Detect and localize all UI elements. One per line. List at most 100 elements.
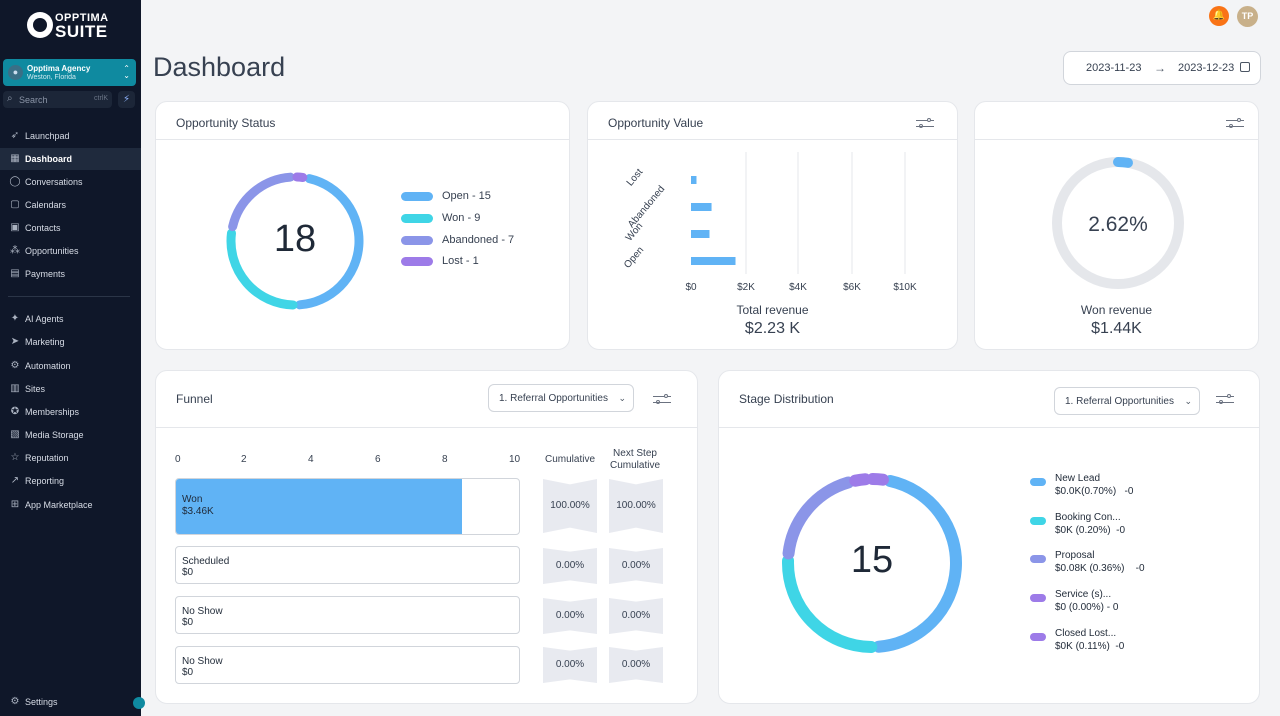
sidebar-item-settings[interactable]: ⚙ Settings [0,691,141,713]
filter-icon[interactable] [1226,118,1244,128]
sidebar-item-memberships[interactable]: ✪ Memberships [0,401,141,423]
apps-icon: ⊞ [10,499,20,510]
funnel-tick: 8 [442,454,448,465]
sidebar-item-conversations[interactable]: ◯ Conversations [0,171,141,193]
notification-bell-icon[interactable]: 🔔 [1209,6,1229,26]
donut-slice-closed-lost[interactable] [866,473,889,486]
sidebar-item-label: Conversations [25,177,83,187]
x-tick-label: $10K [893,282,917,293]
sidebar-item-calendars[interactable]: ▢ Calendars [0,194,141,216]
stage-distribution-donut: 15 [782,473,962,653]
chat-icon: ◯ [9,176,21,187]
donut-total: 15 [851,539,893,581]
sidebar-item-media-storage[interactable]: ▧ Media Storage [0,424,141,446]
legend-swatch [1030,594,1046,602]
sidebar: OPPTIMA SUITE ● Opptima Agency Weston, F… [0,0,141,716]
sidebar-item-ai-agents[interactable]: ✦ AI Agents [0,308,141,330]
next-step-pct: 0.00% [609,647,663,683]
sidebar-item-dashboard[interactable]: ▦ Dashboard [0,148,141,170]
sidebar-item-reputation[interactable]: ☆ Reputation [0,447,141,469]
donut-slice-new-lead[interactable] [872,474,962,653]
bar-won[interactable] [691,230,710,238]
funnel-stage-no-show[interactable]: No Show $0 [175,596,520,634]
search-input[interactable] [19,92,89,107]
chevron-down-icon: ⌄ [618,393,626,403]
funnel-stage-no-show-2[interactable]: No Show $0 [175,646,520,684]
stage-item-detail: $0.0K(0.70%) -0 [1055,486,1134,497]
donut-slice-service-s[interactable] [849,473,872,487]
chevron-down-icon: ⌄ [1184,396,1192,406]
stage-item-name: New Lead [1055,473,1101,484]
sidebar-item-contacts[interactable]: ▣ Contacts [0,217,141,239]
sidebar-item-label: Reporting [25,476,65,486]
card-header: Stage Distribution 1. Referral Opportuni… [719,371,1259,428]
sidebar-item-app-marketplace[interactable]: ⊞ App Marketplace [0,494,141,516]
account-switcher[interactable]: ● Opptima Agency Weston, Florida ⌃ ⌄ [3,59,136,86]
sidebar-item-automation[interactable]: ⚙ Automation [0,355,141,377]
stage-item-booking[interactable]: Booking Con... $0K (0.20%) -0 [1030,512,1230,542]
legend-label: Lost - 1 [442,255,479,267]
sidebar-item-payments[interactable]: ▤ Payments [0,263,141,285]
brand-logo[interactable]: OPPTIMA SUITE [27,10,117,40]
select-value: 1. Referral Opportunities [499,393,608,404]
funnel-pipeline-select[interactable]: 1. Referral Opportunities ⌄ [488,384,634,412]
calendar-icon [1240,62,1250,72]
sidebar-item-marketing[interactable]: ➤ Marketing [0,331,141,353]
sparkle-icon: ✦ [10,313,20,324]
sidebar-item-opportunities[interactable]: ⁂ Opportunities [0,240,141,262]
stage-value: $0 [182,567,194,578]
donut-slice-abandoned[interactable] [228,172,295,232]
brand-line2: SUITE [55,22,108,41]
stage-item-name: Proposal [1055,550,1095,561]
stage-pipeline-select[interactable]: 1. Referral Opportunities ⌄ [1054,387,1200,415]
payments-icon: ▤ [10,268,20,279]
bar-open[interactable] [691,257,736,265]
card-header: Opportunity Value [588,102,957,140]
grid-icon: ▦ [10,153,20,164]
stage-item-service[interactable]: Service (s)... $0 (0.00%) - 0 [1030,589,1230,619]
donut-slice-won[interactable] [226,228,298,310]
legend-swatch [1030,555,1046,563]
filter-icon[interactable] [653,394,671,404]
stage-value: $3.46K [182,506,214,517]
stage-name: Won [182,494,203,505]
quick-action-bolt-icon[interactable]: ⚡ [118,91,135,108]
won-revenue-value: $1.44K [1091,320,1142,337]
sidebar-item-sites[interactable]: ▥ Sites [0,378,141,400]
user-avatar[interactable]: TP [1237,6,1258,27]
donut-slice-open[interactable] [295,174,364,310]
sidebar-item-label: Calendars [25,200,67,210]
filter-icon[interactable] [1216,394,1234,404]
stage-item-closed-lost[interactable]: Closed Lost... $0K (0.11%) -0 [1030,628,1230,658]
arrow-right-icon: → [1154,61,1166,75]
stage-value: $0 [182,617,194,628]
stage-item-new-lead[interactable]: New Lead $0.0K(0.70%) -0 [1030,473,1230,503]
funnel-stage-scheduled[interactable]: Scheduled $0 [175,546,520,584]
donut-slice-booking-con[interactable] [782,554,878,653]
calendar-icon: ▢ [10,199,20,210]
search-box: ⌕ ctrlK [3,91,112,108]
date-end: 2023-12-23 [1178,62,1235,74]
bar-abandoned[interactable] [691,203,712,211]
sidebar-item-reporting[interactable]: ↗ Reporting [0,470,141,492]
sidebar-item-launchpad[interactable]: ➶ Launchpad [0,125,141,147]
gauge-percent: 2.62% [1088,213,1148,236]
sidebar-collapse-handle[interactable] [133,697,145,709]
x-tick-label: $2K [737,282,755,293]
filter-icon[interactable] [916,118,934,128]
total-revenue-value: $2.23 K [744,320,801,337]
send-icon: ➤ [10,336,20,347]
sidebar-item-label: Payments [25,269,66,279]
brand-line1: OPPTIMA [55,12,109,24]
bar-lost[interactable] [691,176,697,184]
y-category-label: Lost [625,167,646,189]
date-range-picker[interactable]: 2023-11-23 → 2023-12-23 [1063,51,1261,85]
cumulative-pct: 0.00% [543,598,597,634]
donut-slice-proposal[interactable] [782,476,855,560]
stage-item-proposal[interactable]: Proposal $0.08K (0.36%) -0 [1030,550,1230,580]
x-tick-label: $0 [685,282,697,293]
legend-swatch [401,192,433,201]
sidebar-item-label: Opportunities [25,246,79,256]
card-header: Funnel 1. Referral Opportunities ⌄ [156,371,697,428]
funnel-stage-won[interactable]: Won $3.46K [175,478,520,535]
